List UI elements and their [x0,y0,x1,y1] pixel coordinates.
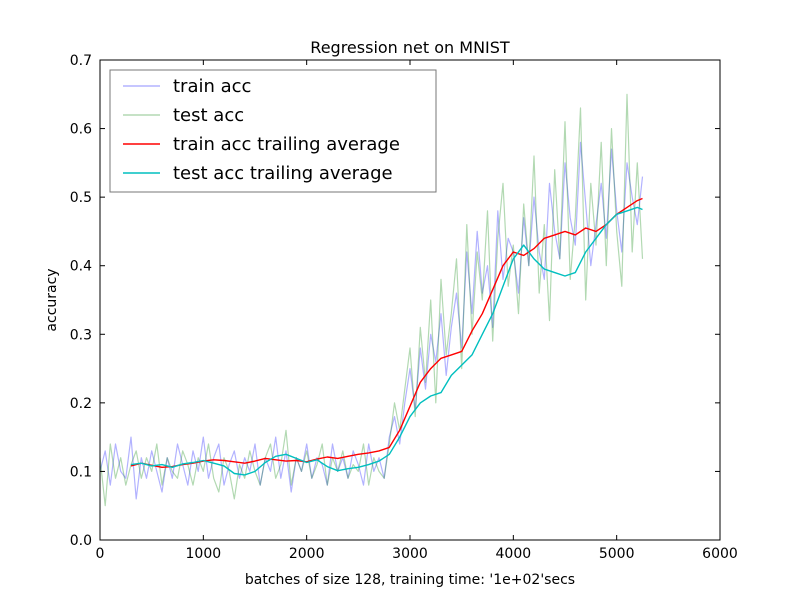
x-tick-label: 3000 [392,546,428,562]
y-tick-label: 0.7 [70,53,92,69]
y-tick-label: 0.6 [70,122,92,138]
series-layer [99,93,644,507]
legend-box [109,69,437,193]
y-tick-label: 0.5 [70,190,92,206]
legend-entry-label: test acc trailing average [173,163,393,184]
x-tick-label: 2000 [289,546,325,562]
y-tick-label: 0.2 [70,396,92,412]
legend-entry-label: train acc trailing average [173,134,400,155]
series-line-train-acc [99,141,644,500]
y-axis-label: accuracy [44,268,60,331]
x-tick-label: 1000 [186,546,222,562]
x-tick-label: 6000 [702,546,738,562]
x-tick-label: 5000 [599,546,635,562]
legend-entry-label: test acc [173,105,244,126]
x-tick-label: 0 [96,546,105,562]
y-tick-label: 0.1 [70,464,92,480]
series-line-test-acc [99,93,644,507]
chart-title: Regression net on MNIST [310,38,510,57]
series-line-test-acc-trailing-average [130,206,643,476]
y-tick-label: 0.0 [70,533,92,549]
x-axis-label: batches of size 128, training time: '1e+… [245,572,575,588]
ticks-layer: 0 1000 2000 3000 4000 5000 6000 0.0 0.1 0.2 0.3 0.4… [70,53,738,562]
x-tick-label: 4000 [496,546,532,562]
legend: train acc test acc train acc trailing aver… [109,69,437,193]
series-line-train-acc-trailing-average [130,197,643,468]
y-tick-label: 0.3 [70,327,92,343]
y-tick-label: 0.4 [70,259,92,275]
legend-entry-label: train acc [173,76,251,97]
